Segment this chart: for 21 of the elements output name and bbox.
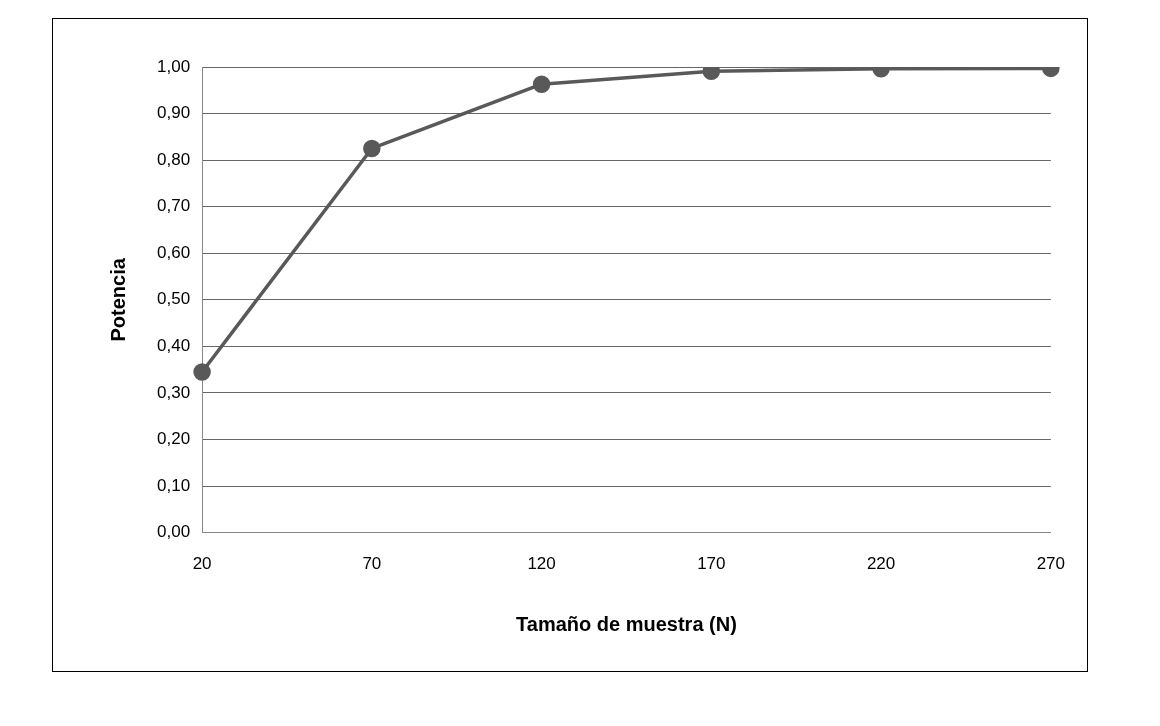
y-tick-label: 0,70	[156, 196, 191, 216]
x-tick-label: 270	[1036, 554, 1066, 574]
x-tick-label: 170	[697, 554, 726, 574]
y-axis-title: Potencia	[106, 257, 129, 342]
y-tick-label: 0,60	[156, 242, 191, 262]
y-tick-label: 0,10	[156, 475, 191, 495]
point	[193, 363, 211, 381]
y-tick-label: 0,80	[156, 149, 191, 169]
y-tick-label: 0,00	[156, 522, 191, 542]
x-tick-label: 220	[866, 554, 896, 574]
x-tick-label: 70	[362, 554, 382, 574]
y-tick-label: 0,40	[156, 336, 191, 356]
y-tick-label: 0,20	[156, 429, 191, 449]
y-tick-label: 0,30	[156, 382, 191, 402]
y-tick-label: 0,50	[156, 289, 191, 309]
point	[363, 139, 381, 158]
x-tick-label: 20	[192, 554, 212, 574]
y-tick-label: 0,90	[156, 103, 191, 123]
x-axis-title: Tamaño de muestra (N)	[516, 612, 737, 635]
x-tick-label: 120	[527, 554, 556, 574]
y-tick-label: 1,00	[156, 56, 191, 76]
